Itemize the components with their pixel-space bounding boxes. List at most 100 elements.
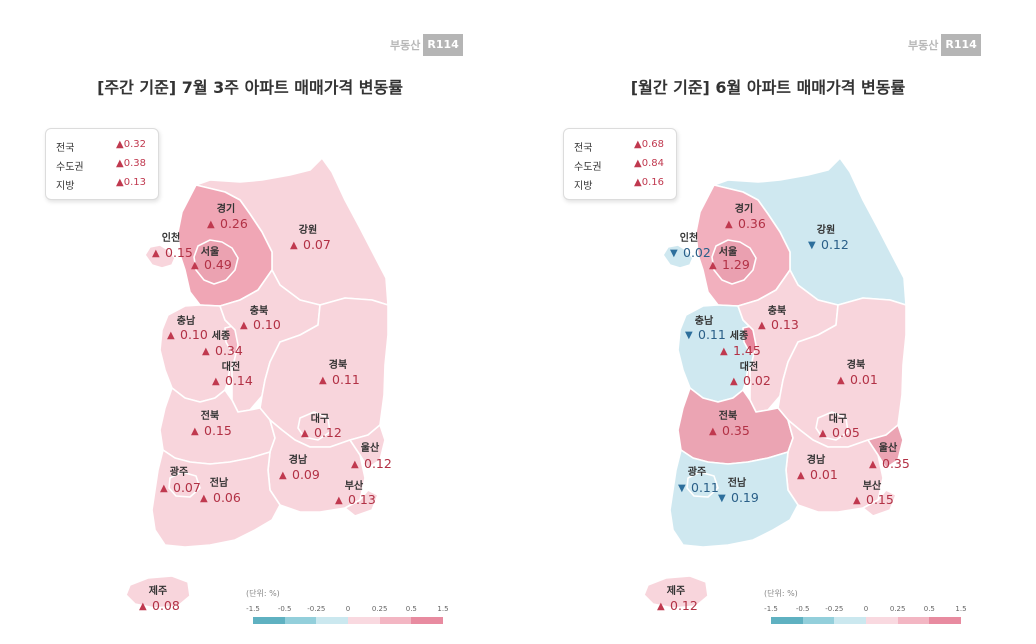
legend-swatch bbox=[379, 617, 412, 624]
summary-value: ▲0.16 bbox=[634, 177, 664, 188]
region-shape-daegu bbox=[297, 411, 331, 441]
region-name-gyeongbuk: 경북 bbox=[847, 358, 865, 371]
region-value-incheon: 0.15 bbox=[165, 245, 193, 260]
summary-value-number: 0.68 bbox=[641, 139, 664, 150]
up-arrow-icon: ▲ bbox=[709, 260, 717, 271]
legend-tick-label: 1.5 bbox=[955, 605, 967, 613]
region-name-daegu: 대구 bbox=[311, 412, 329, 425]
legend-swatch bbox=[866, 617, 898, 624]
region-value-gyeongnam: 0.09 bbox=[292, 467, 320, 482]
region-value-busan: 0.15 bbox=[866, 492, 894, 507]
down-arrow-icon: ▼ bbox=[670, 248, 678, 259]
legend-swatch bbox=[771, 617, 803, 624]
up-arrow-icon: ▲ bbox=[720, 346, 728, 357]
region-value-incheon: 0.02 bbox=[683, 245, 711, 260]
region-value-gyeonggi: 0.36 bbox=[738, 216, 766, 231]
legend-tick-label: -0.25 bbox=[307, 605, 326, 613]
region-value-jeju: 0.08 bbox=[152, 598, 180, 613]
region-name-jeonbuk: 전북 bbox=[719, 409, 737, 422]
region-shape-busan bbox=[862, 489, 897, 517]
summary-row: 전국 ▲0.32 bbox=[56, 139, 152, 154]
legend-tick-label: 0.5 bbox=[405, 605, 417, 613]
region-name-sejong: 세종 bbox=[212, 329, 230, 342]
legend-tick-label: 0 bbox=[863, 605, 869, 613]
up-arrow-icon: ▲ bbox=[207, 219, 215, 230]
region-name-gangwon: 강원 bbox=[299, 223, 317, 236]
region-value-seoul: 0.49 bbox=[204, 257, 232, 272]
down-arrow-icon: ▼ bbox=[685, 330, 693, 341]
summary-value-number: 0.84 bbox=[641, 158, 664, 169]
region-value-jeonbuk: 0.35 bbox=[722, 423, 750, 438]
region-value-ulsan: 0.35 bbox=[882, 456, 910, 471]
up-arrow-icon: ▲ bbox=[335, 495, 343, 506]
brand-logo-text: 부동산 bbox=[390, 39, 421, 52]
region-name-chungbuk: 충북 bbox=[250, 304, 268, 317]
region-value-daejeon: 0.14 bbox=[225, 373, 253, 388]
region-name-chungnam: 충남 bbox=[695, 314, 714, 327]
legend-ticks: -1.5 -0.5 -0.25 0 0.25 0.5 1.5 bbox=[243, 605, 453, 615]
up-arrow-icon: ▲ bbox=[139, 601, 147, 612]
region-value-gwangju: 0.07 bbox=[173, 480, 201, 495]
summary-label: 수도권 bbox=[574, 162, 602, 173]
legend-swatch bbox=[929, 617, 962, 624]
region-value-ulsan: 0.12 bbox=[364, 456, 392, 471]
summary-value: ▲0.13 bbox=[116, 177, 146, 188]
region-name-jeonnam: 전남 bbox=[210, 476, 229, 489]
legend-tick-label: -0.25 bbox=[825, 605, 844, 613]
region-value-gangwon: 0.12 bbox=[821, 237, 849, 252]
map-title: [월간 기준] 6월 아파트 매매가격 변동률 bbox=[630, 78, 906, 97]
region-value-gyeongbuk: 0.01 bbox=[850, 372, 878, 387]
summary-value-number: 0.32 bbox=[123, 139, 146, 150]
region-value-sejong: 0.34 bbox=[215, 343, 243, 358]
region-name-seoul: 서울 bbox=[719, 245, 737, 258]
down-arrow-icon: ▼ bbox=[678, 483, 686, 494]
summary-row: 전국 ▲0.68 bbox=[574, 139, 670, 154]
up-arrow-icon: ▲ bbox=[819, 428, 827, 439]
up-arrow-icon: ▲ bbox=[853, 495, 861, 506]
region-name-jeonbuk: 전북 bbox=[201, 409, 219, 422]
up-arrow-icon: ▲ bbox=[301, 428, 309, 439]
up-arrow-icon: ▲ bbox=[279, 470, 287, 481]
up-arrow-icon: ▲ bbox=[634, 139, 642, 150]
down-arrow-icon: ▼ bbox=[808, 240, 816, 251]
up-arrow-icon: ▲ bbox=[797, 470, 805, 481]
region-value-daejeon: 0.02 bbox=[743, 373, 771, 388]
region-shape-ulsan bbox=[867, 424, 904, 469]
region-shape-gwangju bbox=[168, 471, 201, 498]
up-arrow-icon: ▲ bbox=[212, 376, 220, 387]
region-value-chungbuk: 0.10 bbox=[253, 317, 281, 332]
legend-tick-label: 1.5 bbox=[437, 605, 449, 613]
summary-label: 전국 bbox=[574, 143, 593, 154]
region-shape-jeju bbox=[125, 575, 191, 609]
up-arrow-icon: ▲ bbox=[116, 139, 124, 150]
region-name-gwangju: 광주 bbox=[688, 466, 706, 478]
summary-value-number: 0.38 bbox=[123, 158, 146, 169]
summary-value: ▲0.38 bbox=[116, 158, 146, 169]
region-name-gyeongnam: 경남 bbox=[289, 453, 308, 466]
legend-swatch bbox=[834, 617, 867, 624]
legend-tick-label: -1.5 bbox=[764, 605, 778, 613]
legend-swatch bbox=[897, 617, 930, 624]
region-name-daejeon: 대전 bbox=[740, 360, 758, 373]
legend-swatch bbox=[284, 617, 317, 624]
brand-logo: 부동산 R114 bbox=[908, 34, 981, 56]
summary-row: 수도권 ▲0.38 bbox=[56, 158, 152, 173]
region-value-chungbuk: 0.13 bbox=[771, 317, 799, 332]
region-value-chungnam: 0.10 bbox=[180, 327, 208, 342]
legend-swatch bbox=[253, 617, 285, 624]
summary-row: 지방 ▲0.13 bbox=[56, 177, 152, 192]
up-arrow-icon: ▲ bbox=[240, 320, 248, 331]
region-name-jeju: 제주 bbox=[667, 584, 685, 597]
region-name-busan: 부산 bbox=[863, 479, 882, 492]
legend-swatch bbox=[802, 617, 835, 624]
up-arrow-icon: ▲ bbox=[709, 426, 717, 437]
region-name-seoul: 서울 bbox=[201, 245, 219, 258]
legend-tick-label: -1.5 bbox=[246, 605, 260, 613]
up-arrow-icon: ▲ bbox=[116, 177, 124, 188]
region-name-ulsan: 울산 bbox=[879, 441, 898, 454]
region-shape-incheon bbox=[662, 244, 694, 269]
up-arrow-icon: ▲ bbox=[634, 177, 642, 188]
region-value-jeonnam: 0.19 bbox=[731, 490, 759, 505]
brand-logo-box: R114 bbox=[423, 34, 463, 56]
region-name-jeju: 제주 bbox=[149, 584, 167, 597]
